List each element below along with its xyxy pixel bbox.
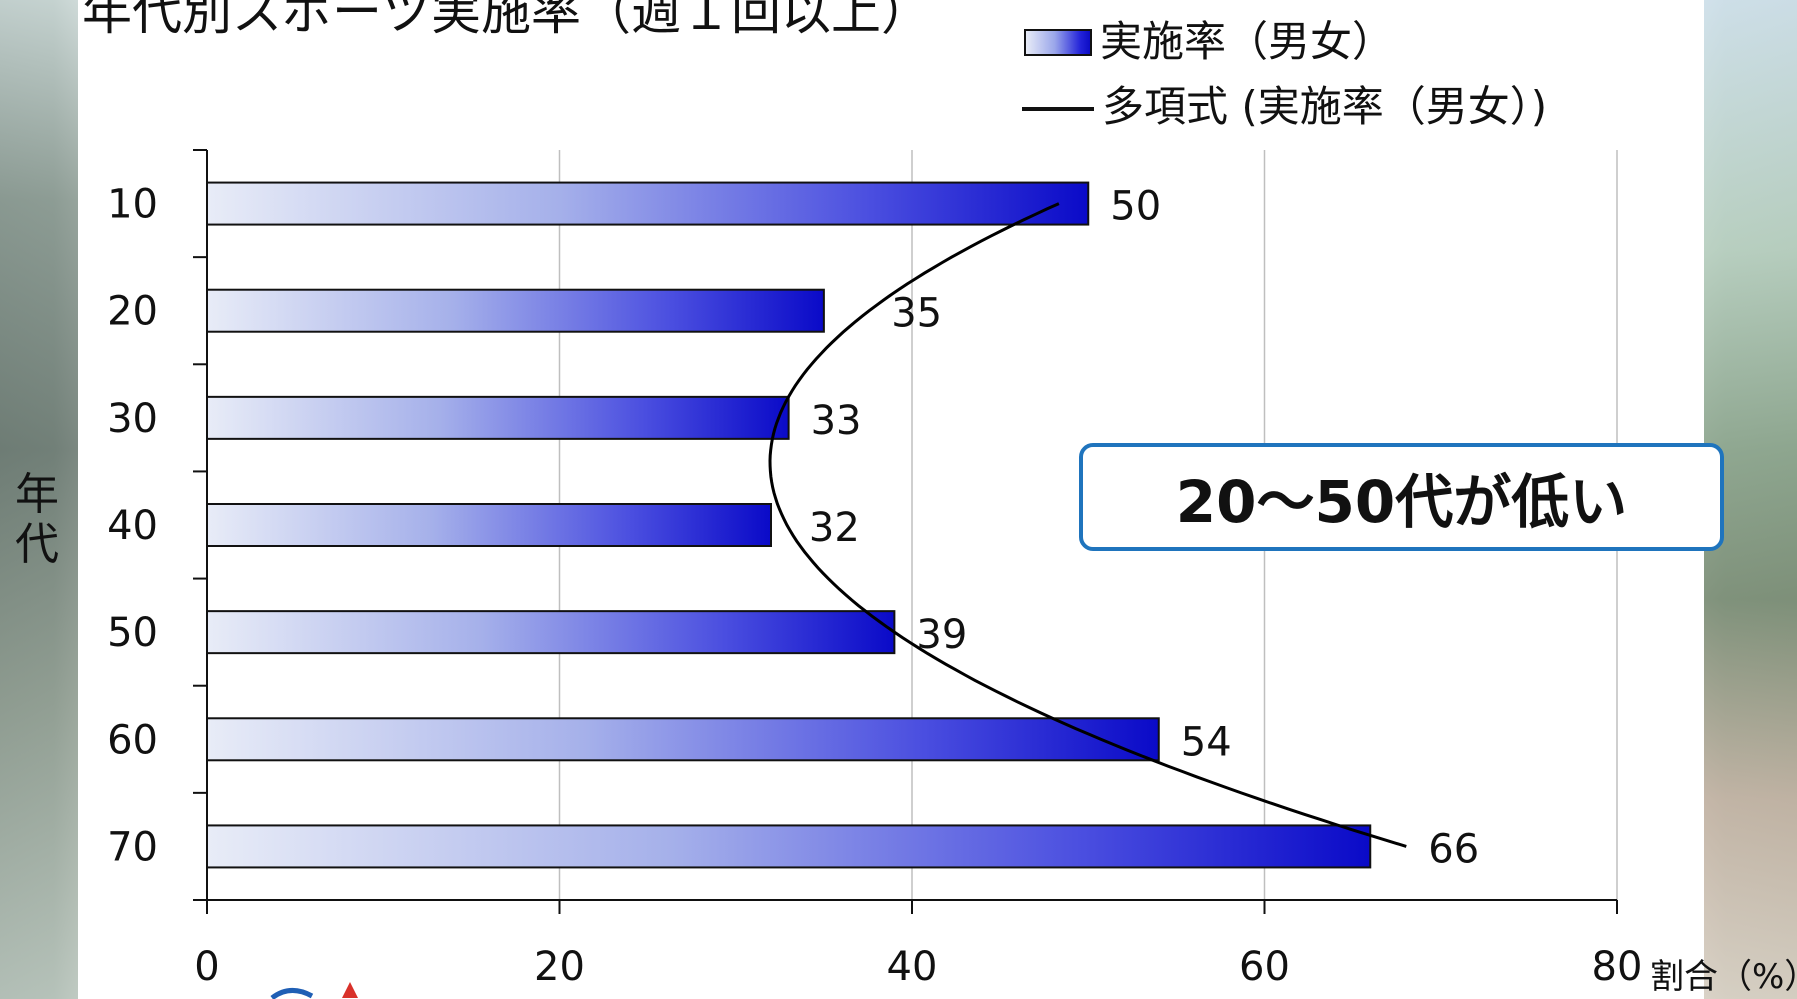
data-label-10: 50 (1110, 184, 1161, 230)
y-tick-label-10: 10 (107, 182, 158, 228)
data-label-40: 32 (809, 505, 860, 551)
x-tick-label-60: 60 (1239, 944, 1290, 990)
legend-bar-label: 実施率（男女） (1100, 17, 1395, 66)
slide-title: 年代別スポーツ実施率（週１回以上） (82, 0, 931, 41)
y-tick-label-20: 20 (107, 289, 158, 335)
x-axis-title: 割合（%） (1650, 957, 1797, 997)
bar-50 (206, 610, 896, 655)
x-tick-label-40: 40 (887, 944, 938, 990)
y-tick-label-60: 60 (107, 717, 158, 763)
data-label-20: 35 (891, 291, 942, 337)
x-tick-label-20: 20 (534, 944, 585, 990)
y-axis-title: 年代 (15, 469, 59, 570)
y-tick-label-70: 70 (107, 824, 158, 870)
y-tick-label-30: 30 (107, 396, 158, 442)
y-tick-label-40: 40 (107, 503, 158, 549)
tick-labels: 0 20 40 60 80 10 20 30 40 50 60 70 (107, 182, 1642, 990)
bar-20 (206, 288, 825, 333)
background-photo-left (0, 0, 78, 999)
callout-box: 20～50代が低い (1079, 443, 1724, 551)
y-tick-label-50: 50 (107, 610, 158, 656)
x-tick-label-80: 80 (1592, 944, 1643, 990)
x-tick-label-0: 0 (194, 944, 219, 990)
legend-bar-swatch (1024, 29, 1092, 56)
data-label-70: 66 (1428, 826, 1479, 872)
legend-line-label: 多項式 (実施率（男女）) (1102, 82, 1548, 131)
data-label-30: 33 (811, 398, 862, 444)
axes (193, 149, 1618, 914)
trendline (768, 202, 1407, 848)
bar-40 (206, 503, 772, 547)
mascot-figure (270, 982, 358, 999)
bar-60 (206, 717, 1160, 762)
bars (206, 181, 1372, 869)
legend-line-swatch (1022, 107, 1094, 111)
data-label-60: 54 (1181, 719, 1232, 765)
bar-10 (206, 181, 1090, 226)
bar-30 (206, 395, 790, 440)
bar-70 (206, 824, 1372, 869)
